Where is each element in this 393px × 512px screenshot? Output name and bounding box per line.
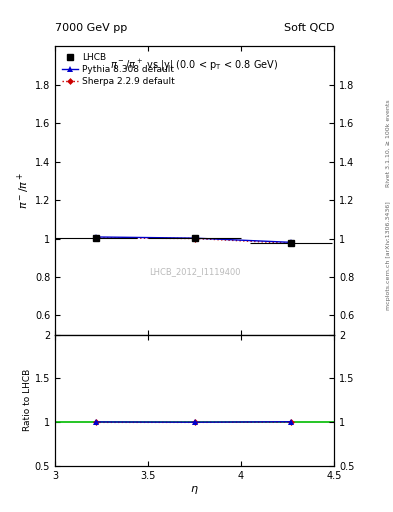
Text: mcplots.cern.ch [arXiv:1306.3436]: mcplots.cern.ch [arXiv:1306.3436] (386, 202, 391, 310)
Legend: LHCB, Pythia 8.308 default, Sherpa 2.2.9 default: LHCB, Pythia 8.308 default, Sherpa 2.2.9… (59, 51, 178, 89)
Text: $\pi^-/\pi^+$ vs |y| (0.0 < p$_\mathrm{T}$ < 0.8 GeV): $\pi^-/\pi^+$ vs |y| (0.0 < p$_\mathrm{T… (110, 58, 279, 73)
Text: Soft QCD: Soft QCD (284, 23, 334, 33)
Text: 7000 GeV pp: 7000 GeV pp (55, 23, 127, 33)
Y-axis label: $\pi^-/\pi^+$: $\pi^-/\pi^+$ (16, 172, 32, 209)
Text: LHCB_2012_I1119400: LHCB_2012_I1119400 (149, 267, 240, 276)
Text: Rivet 3.1.10, ≥ 100k events: Rivet 3.1.10, ≥ 100k events (386, 99, 391, 187)
X-axis label: $\eta$: $\eta$ (190, 483, 199, 496)
Y-axis label: Ratio to LHCB: Ratio to LHCB (23, 369, 32, 432)
